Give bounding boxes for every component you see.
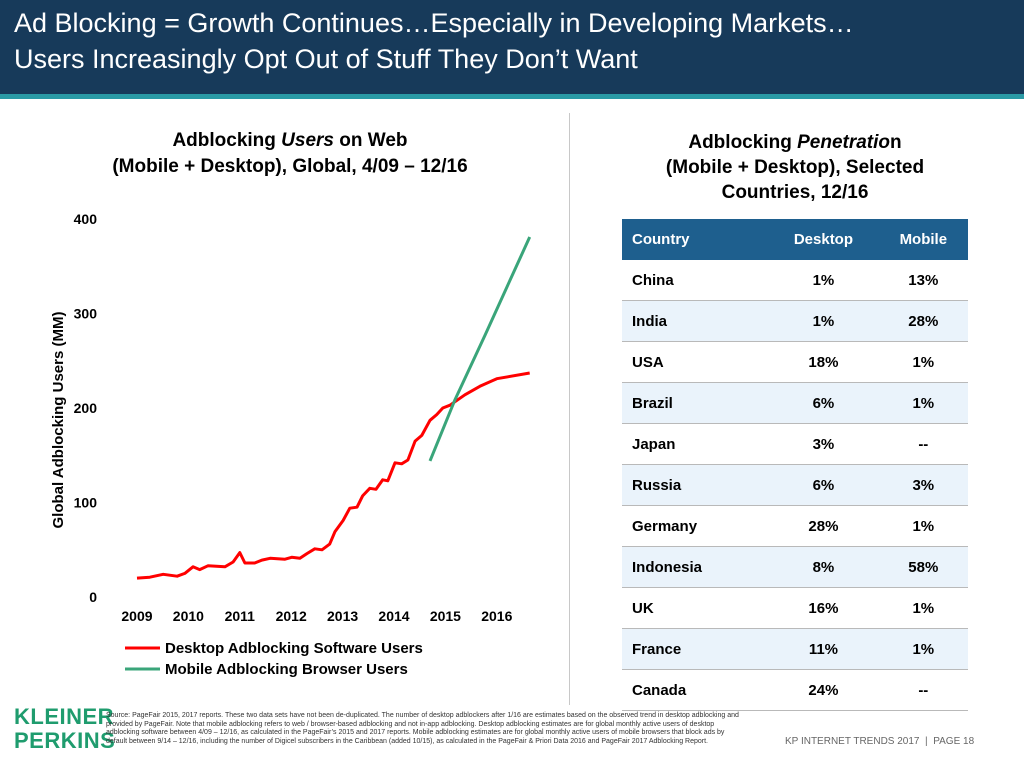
x-tick-label: 2014 bbox=[378, 608, 409, 624]
table-row: France 11% 1% bbox=[622, 628, 968, 670]
table-row: UK 16% 1% bbox=[622, 587, 968, 629]
table-cell: UK bbox=[622, 587, 769, 629]
y-tick-label: 0 bbox=[89, 589, 97, 605]
y-tick-label: 300 bbox=[74, 306, 98, 322]
chart: Adblocking Users on Web (Mobile + Deskto… bbox=[50, 130, 532, 678]
table-cell: 3% bbox=[878, 464, 968, 506]
table-cell: 1% bbox=[878, 587, 968, 629]
logo-line: PERKINS bbox=[14, 728, 116, 753]
table-row: India 1% 28% bbox=[622, 300, 968, 342]
x-tick-label: 2013 bbox=[327, 608, 358, 624]
chart-title: (Mobile + Desktop), Global, 4/09 – 12/16 bbox=[112, 156, 467, 177]
title-part: on Web bbox=[334, 130, 408, 151]
title-line: Ad Blocking = Growth Continues…Especiall… bbox=[14, 8, 854, 38]
table-cell: 58% bbox=[878, 546, 968, 588]
title-part: Users bbox=[281, 130, 334, 151]
table-cell: 6% bbox=[768, 464, 879, 506]
x-tick-label: 2015 bbox=[430, 608, 461, 624]
table-cell: USA bbox=[622, 341, 769, 383]
table-cell: Russia bbox=[622, 464, 769, 506]
table-cell: 13% bbox=[878, 260, 968, 301]
table-cell: 1% bbox=[878, 505, 968, 547]
table-cell: 1% bbox=[768, 260, 879, 301]
table-cell: -- bbox=[878, 669, 968, 711]
column-header: Country bbox=[622, 219, 769, 260]
y-tick-label: 100 bbox=[74, 495, 98, 511]
header: Ad Blocking = Growth Continues…Especiall… bbox=[0, 0, 1024, 99]
table-cell: 3% bbox=[768, 423, 879, 465]
table: Country Desktop Mobile China 1% 13% India 1% 28%… bbox=[622, 219, 968, 711]
table-row: China 1% 13% bbox=[622, 260, 968, 301]
chart-title: Adblocking Users on Web bbox=[172, 130, 407, 151]
x-tick-label: 2011 bbox=[225, 608, 256, 624]
table-cell: Brazil bbox=[622, 382, 769, 424]
table-cell: 1% bbox=[878, 382, 968, 424]
y-tick-label: 400 bbox=[74, 211, 98, 227]
table-row: Japan 3% -- bbox=[622, 423, 968, 465]
table-title: Adblocking Penetration (Mobile + Desktop… bbox=[600, 130, 990, 205]
table-cell: 28% bbox=[878, 300, 968, 342]
table-cell: India bbox=[622, 300, 769, 342]
logo: KLEINER PERKINS bbox=[14, 705, 115, 753]
title-part: Adblocking bbox=[688, 132, 798, 153]
table-row: Russia 6% 3% bbox=[622, 464, 968, 506]
table-cell: 24% bbox=[768, 669, 879, 711]
divider bbox=[569, 113, 570, 705]
x-tick-label: 2010 bbox=[173, 608, 204, 624]
table-cell: 1% bbox=[878, 628, 968, 670]
page-number: KP INTERNET TRENDS 2017 | PAGE 18 bbox=[785, 736, 975, 747]
legend-label: Desktop Adblocking Software Users bbox=[165, 640, 423, 657]
y-axis-label: Global Adblocking Users (MM) bbox=[50, 312, 67, 529]
logo-line: KLEINER bbox=[14, 704, 115, 729]
table-cell: 16% bbox=[768, 587, 879, 629]
table-cell: 1% bbox=[878, 341, 968, 383]
table-cell: Indonesia bbox=[622, 546, 769, 588]
column-header: Mobile bbox=[878, 219, 968, 260]
table-cell: 28% bbox=[768, 505, 879, 547]
table-row: Germany 28% 1% bbox=[622, 505, 968, 547]
table-row: Indonesia 8% 58% bbox=[622, 546, 968, 588]
x-tick-label: 2012 bbox=[276, 608, 307, 624]
table-cell: 6% bbox=[768, 382, 879, 424]
table-row: USA 18% 1% bbox=[622, 341, 968, 383]
title-line: Users Increasingly Opt Out of Stuff They… bbox=[14, 44, 638, 74]
title-part: Adblocking bbox=[172, 130, 281, 151]
x-tick-label: 2016 bbox=[481, 608, 512, 624]
column-header: Desktop bbox=[768, 219, 879, 260]
source-note: Source: PageFair 2015, 2017 reports. The… bbox=[106, 712, 739, 745]
title-line: Adblocking Penetration bbox=[600, 130, 990, 155]
table-cell: China bbox=[622, 260, 769, 301]
title-part: Penetratio bbox=[797, 132, 891, 153]
table-row: Canada 24% -- bbox=[622, 669, 968, 711]
legend-label: Mobile Adblocking Browser Users bbox=[165, 661, 408, 678]
table-cell: Canada bbox=[622, 669, 769, 711]
y-tick-label: 200 bbox=[74, 400, 98, 416]
series-line bbox=[136, 371, 530, 580]
table-cell: -- bbox=[878, 423, 968, 465]
table-cell: 18% bbox=[768, 341, 879, 383]
title-line: Countries, 12/16 bbox=[721, 182, 869, 203]
table-cell: Germany bbox=[622, 505, 769, 547]
table-cell: 8% bbox=[768, 546, 879, 588]
table-cell: France bbox=[622, 628, 769, 670]
x-tick-label: 2009 bbox=[121, 608, 152, 624]
table-cell: Japan bbox=[622, 423, 769, 465]
title-line: (Mobile + Desktop), Selected bbox=[665, 157, 925, 178]
title-part: n bbox=[890, 132, 902, 153]
series-line bbox=[428, 236, 532, 462]
header-row: Country Desktop Mobile bbox=[622, 219, 968, 260]
table-cell: 1% bbox=[768, 300, 879, 342]
table-row: Brazil 6% 1% bbox=[622, 382, 968, 424]
table-cell: 11% bbox=[768, 628, 879, 670]
